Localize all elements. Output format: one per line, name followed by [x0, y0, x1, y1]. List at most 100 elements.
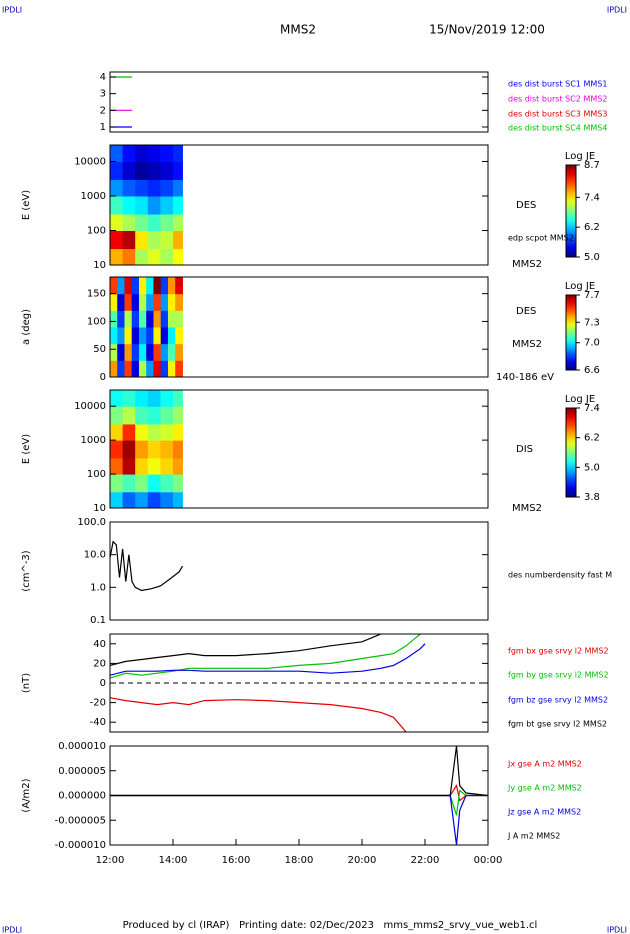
heat-cell [124, 310, 133, 328]
footer-text: Produced by cl (IRAP) Printing date: 02/… [123, 920, 538, 931]
colorbar [565, 294, 577, 371]
annotation: MMS2 [512, 503, 542, 514]
annotation: DIS [516, 444, 533, 455]
heat-cell [124, 327, 133, 345]
heat-cell [147, 390, 161, 407]
colorbar-tick-label: 6.6 [584, 365, 600, 376]
y-tick-label: 10000 [74, 156, 106, 167]
y-tick-label: 0.000010 [58, 741, 106, 752]
heat-cell [160, 195, 174, 215]
heat-cell [135, 214, 149, 231]
heat-cell [135, 491, 149, 508]
series-line [110, 540, 184, 592]
colorbar-tick-label: 6.2 [584, 433, 600, 444]
y-tick-label: 2 [100, 105, 106, 116]
heat-cell [110, 161, 124, 181]
heat-cell [167, 310, 176, 328]
y-tick-label: 4 [100, 72, 106, 83]
heat-cell [122, 440, 136, 459]
panel-frame [109, 276, 489, 378]
heat-cell [173, 457, 183, 475]
x-tick-label: 20:00 [348, 855, 377, 866]
heat-cell [173, 195, 183, 215]
heat-cell [153, 327, 162, 345]
series-line [110, 746, 488, 797]
heat-cell [147, 457, 161, 475]
heat-cell [146, 277, 154, 295]
heat-cell [160, 179, 174, 197]
heat-cell [160, 327, 169, 345]
colorbar-tick-label: 7.4 [584, 192, 600, 203]
annotation: DES [516, 306, 536, 317]
series-line [110, 789, 488, 816]
y-tick-label: 1000 [81, 435, 106, 446]
y-tick-label: 0.1 [90, 615, 106, 626]
heat-cell [167, 343, 176, 361]
heat-cell [147, 406, 161, 425]
legend-label: des dist burst SC4 MMS4 [508, 124, 607, 133]
y-tick-label: 1 [100, 122, 106, 133]
y-axis-label: (nT) [21, 673, 32, 693]
legend-label: Jx gse A m2 MMS2 [507, 760, 582, 769]
legend-label: fgm bz gse srvy l2 MMS2 [508, 696, 608, 705]
y-tick-label: 150 [87, 289, 106, 300]
legend-label: fgm by gse srvy l2 MMS2 [508, 671, 609, 680]
series-line [110, 794, 488, 845]
legend-label: des dist burst SC3 MMS3 [508, 110, 607, 119]
heat-cell [110, 327, 118, 345]
heat-cell [160, 161, 174, 181]
heat-cell [146, 343, 154, 361]
heat-cell [138, 327, 147, 345]
colorbar-tick-label: 7.7 [584, 290, 600, 301]
heat-cell [160, 423, 174, 441]
heat-cell [135, 406, 149, 425]
heat-cell [146, 360, 154, 377]
heat-cell [131, 293, 140, 311]
heat-cell [146, 293, 154, 311]
y-tick-label: 20 [93, 658, 106, 669]
heat-cell [147, 474, 161, 493]
y-tick-label: 1000 [81, 191, 106, 202]
plot-area [110, 634, 488, 732]
legend-label: fgm bt gse srvy l2 MMS2 [508, 720, 607, 729]
heat-cell [153, 360, 162, 377]
annotation: 140-186 eV [496, 372, 554, 383]
heat-cell [110, 310, 118, 328]
heat-cell [122, 491, 136, 508]
heat-cell [147, 161, 161, 181]
y-tick-label: 10.0 [84, 550, 106, 561]
heat-cell [173, 179, 183, 197]
annotation: DES [516, 200, 536, 211]
plot-area [110, 746, 488, 845]
heat-cell [160, 491, 174, 508]
heat-cell [110, 457, 124, 475]
heat-cell [135, 179, 149, 197]
heat-cell [110, 474, 124, 493]
heat-cell [147, 440, 161, 459]
heat-cell [135, 248, 149, 265]
y-tick-label: 10 [93, 260, 106, 271]
heat-cell [131, 360, 140, 377]
y-tick-label: 0.000000 [58, 791, 106, 802]
heat-cell [173, 145, 183, 162]
heat-cell [110, 248, 124, 265]
colorbar-tick-label: 5.0 [584, 252, 600, 263]
heat-cell [117, 327, 125, 345]
legend-label: Jy gse A m2 MMS2 [507, 784, 582, 793]
heat-cell [160, 406, 174, 425]
heat-cell [160, 277, 169, 295]
heat-cell [147, 145, 161, 162]
heat-cell [153, 277, 162, 295]
heat-cell [122, 423, 136, 441]
annotation: MMS2 [512, 339, 542, 350]
heat-cell [122, 474, 136, 493]
heat-cell [138, 277, 147, 295]
heat-cell [160, 474, 174, 493]
heat-cell [122, 179, 136, 197]
y-axis-label: a (deg) [21, 309, 32, 345]
date-label: 15/Nov/2019 12:00 [429, 23, 545, 37]
y-tick-label: 100 [87, 469, 106, 480]
heat-cell [110, 230, 124, 250]
heat-cell [153, 343, 162, 361]
